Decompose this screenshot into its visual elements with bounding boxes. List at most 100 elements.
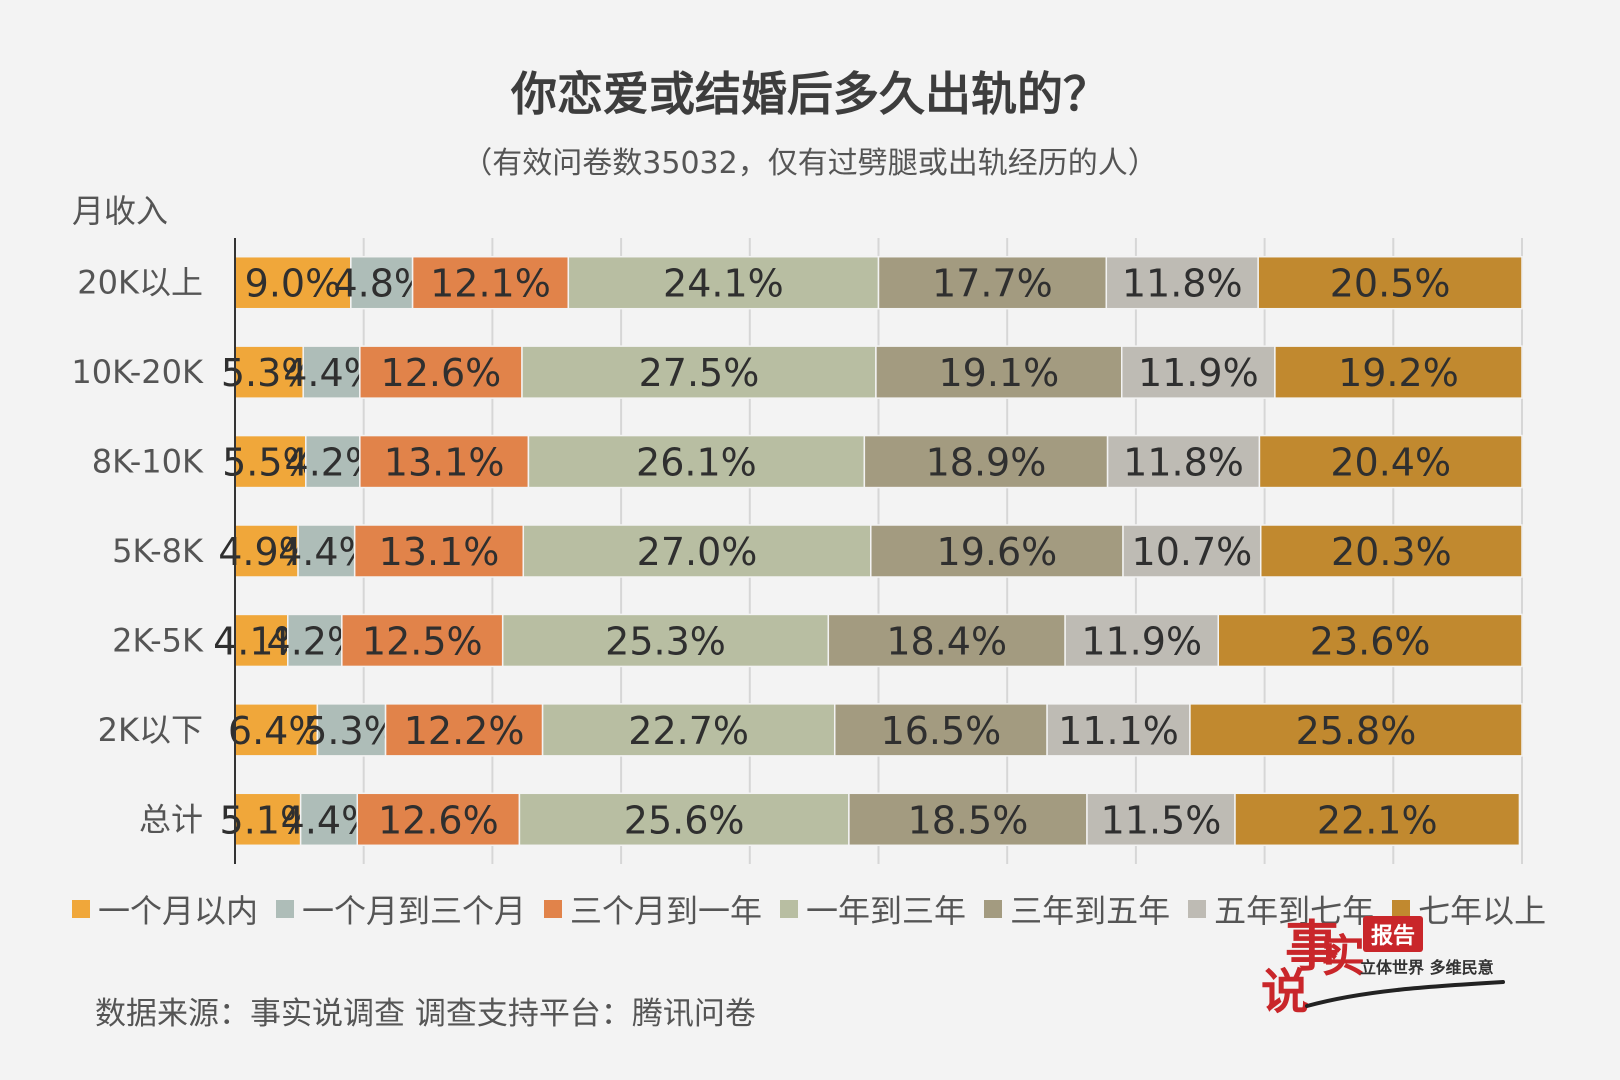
data-label: 13.1% [379,530,500,574]
data-label: 11.9% [1081,619,1202,663]
data-label: 12.6% [381,351,502,395]
data-label: 12.1% [430,262,551,306]
bar-segment [848,792,1088,847]
bar-segment [870,524,1124,578]
y-axis-title: 月收入 [72,192,168,230]
bar-segment [359,345,523,399]
bar-segment [359,434,530,489]
bar-segment [1259,524,1523,578]
bar-segment [827,613,1066,668]
data-label: 10.7% [1132,530,1253,574]
legend-swatch [780,900,799,918]
legend-item: 一个月以内 [72,886,258,932]
data-label: 12.5% [362,619,483,663]
data-label: 5.5% [222,441,319,485]
bar-segment [1086,792,1236,847]
legend-item: 一个月到三个月 [276,886,526,932]
data-label: 25.3% [605,619,726,663]
bar-segment [384,703,544,757]
data-label: 9.0% [245,262,342,306]
bar-segment [567,255,880,310]
bar-segment [1258,434,1523,489]
chart-subtitle: （有效问卷数35032，仅有过劈腿或出轨经历的人） [462,146,1158,181]
data-label: 20.5% [1330,262,1451,306]
bar-segment [350,255,414,310]
data-label: 22.7% [628,709,749,753]
legend-swatch [276,900,295,918]
bar-segment [877,255,1108,310]
legend-item: 七年以上 [1392,886,1546,932]
bar-segment [1106,434,1261,489]
data-label: 25.8% [1296,709,1417,753]
data-label: 26.1% [636,441,757,485]
legend-label: 五年到七年 [1214,892,1375,930]
data-label: 11.1% [1058,709,1179,753]
category-label: 2K-5K [112,621,204,659]
bar-segment [833,703,1048,757]
bar-segment [353,524,525,578]
bars-group: 20K以上 9.0%4.8% 12.1% 24.1% 17.7% 11.8% 20.5%10… [71,255,1523,847]
data-label: 19.6% [937,530,1058,574]
bar-segment [299,792,359,847]
bar-segment [1120,345,1276,399]
data-label: 27.5% [639,351,760,395]
logo-char-3: 说 [1261,964,1310,1020]
category-label: 10K-20K [71,353,204,391]
bar-segment [1105,255,1259,310]
bar-segment [234,703,319,757]
bar-segment [341,613,504,668]
data-label: 27.0% [637,530,758,574]
legend-label: 一个月到三个月 [302,892,527,930]
data-source: 数据来源：事实说调查 调查支持平台：腾讯问卷 [95,996,756,1032]
data-label: 11.8% [1123,441,1244,485]
chart-title: 你恋爱或结婚后多久出轨的？ [511,67,1109,121]
bar-segment [501,613,830,668]
data-label: 12.2% [404,709,525,753]
data-label: 13.1% [384,441,505,485]
legend-item: 三年到五年 [984,886,1170,932]
data-label: 16.5% [881,709,1002,753]
data-label: 11.8% [1122,262,1243,306]
bar-segment [1217,613,1523,668]
bar-segment [1122,524,1262,578]
bar-segment [1064,613,1220,668]
logo-char-1: 事 [1285,914,1339,978]
bar-segment [305,434,361,489]
bar-segment [234,255,352,310]
data-label: 23.6% [1310,619,1431,663]
data-label: 17.7% [932,262,1053,306]
data-label: 24.1% [663,262,784,306]
legend-label: 三个月到一年 [570,892,763,930]
legend-swatch [544,900,563,918]
legend-label: 一个月以内 [98,892,259,930]
legend-item: 一年到三年 [780,886,966,932]
data-label: 25.6% [624,798,745,842]
data-label: 5.3% [221,351,318,395]
bar-segment [1274,345,1523,399]
data-label: 19.2% [1338,351,1459,395]
logo-char-2: 实 [1321,931,1365,982]
bar-segment [411,255,570,310]
data-label: 19.1% [938,351,1059,395]
bar-segment [234,345,304,399]
data-label: 22.1% [1317,798,1438,842]
logo-slogan: 立体世界 多维民意 [1360,958,1494,977]
data-label: 12.6% [378,798,499,842]
category-label: 总计 [139,800,203,838]
bar-segment [356,792,521,847]
legend: 一个月以内 一个月到三个月 三个月到一年 一年到三年 三年到五年 五年到七年 七年以上 [72,886,1572,932]
bar-segment [1189,703,1523,757]
legend-swatch [984,900,1003,918]
bar-segment [518,792,850,847]
data-label: 20.3% [1331,530,1452,574]
data-label: 6.4% [228,709,325,753]
data-label: 18.4% [886,619,1007,663]
data-label: 11.9% [1138,351,1259,395]
data-label: 5.3% [303,709,400,753]
legend-item: 五年到七年 [1188,886,1374,932]
bar-segment [863,434,1109,489]
logo-badge: 报告 [1363,916,1424,952]
legend-swatch [1188,900,1207,918]
data-label: 18.5% [908,798,1029,842]
bar-segment [1234,792,1521,847]
